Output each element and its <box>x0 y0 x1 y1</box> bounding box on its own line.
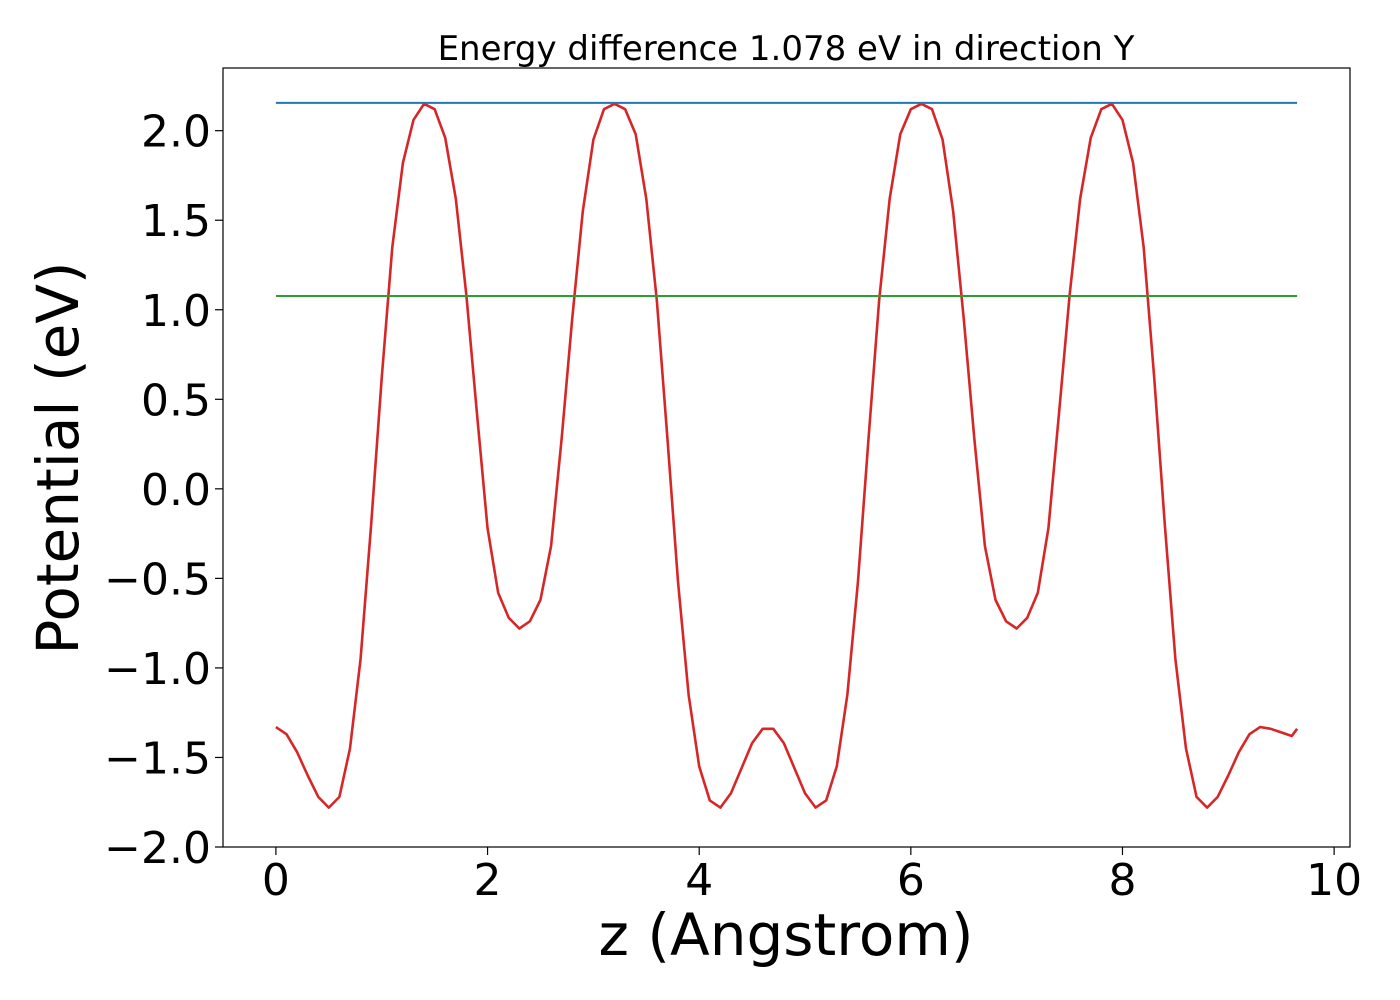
y-tick-label: −1.0 <box>104 644 211 695</box>
series-layer <box>275 101 1299 809</box>
chart-title: Energy difference 1.078 eV in direction … <box>438 29 1135 69</box>
x-axis-ticks: 0 2 4 6 8 10 <box>262 847 1362 906</box>
x-tick-label: 0 <box>262 855 290 906</box>
y-tick-label: −0.5 <box>104 554 211 605</box>
x-tick-label: 10 <box>1306 855 1362 906</box>
potential-curve <box>275 102 1299 809</box>
x-tick-label: 6 <box>897 855 925 906</box>
y-axis-ticks: −2.0 −1.5 −1.0 −0.5 0.0 0.5 1.0 1.5 2.0 <box>104 107 223 874</box>
y-tick-label: −1.5 <box>104 733 211 784</box>
y-axis-title: Potential (eV) <box>24 261 92 654</box>
plot-frame <box>222 67 1351 848</box>
x-tick-label: 8 <box>1108 855 1136 906</box>
y-tick-label: 0.5 <box>141 375 211 426</box>
y-tick-label: 1.5 <box>141 196 211 247</box>
y-tick-label: 2.0 <box>141 107 211 158</box>
x-tick-label: 4 <box>685 855 713 906</box>
y-tick-label: 1.0 <box>141 286 211 337</box>
y-tick-label: −2.0 <box>104 823 211 874</box>
x-axis-title: z (Angstrom) <box>599 901 974 969</box>
y-tick-label: 0.0 <box>141 465 211 516</box>
x-tick-label: 2 <box>474 855 502 906</box>
